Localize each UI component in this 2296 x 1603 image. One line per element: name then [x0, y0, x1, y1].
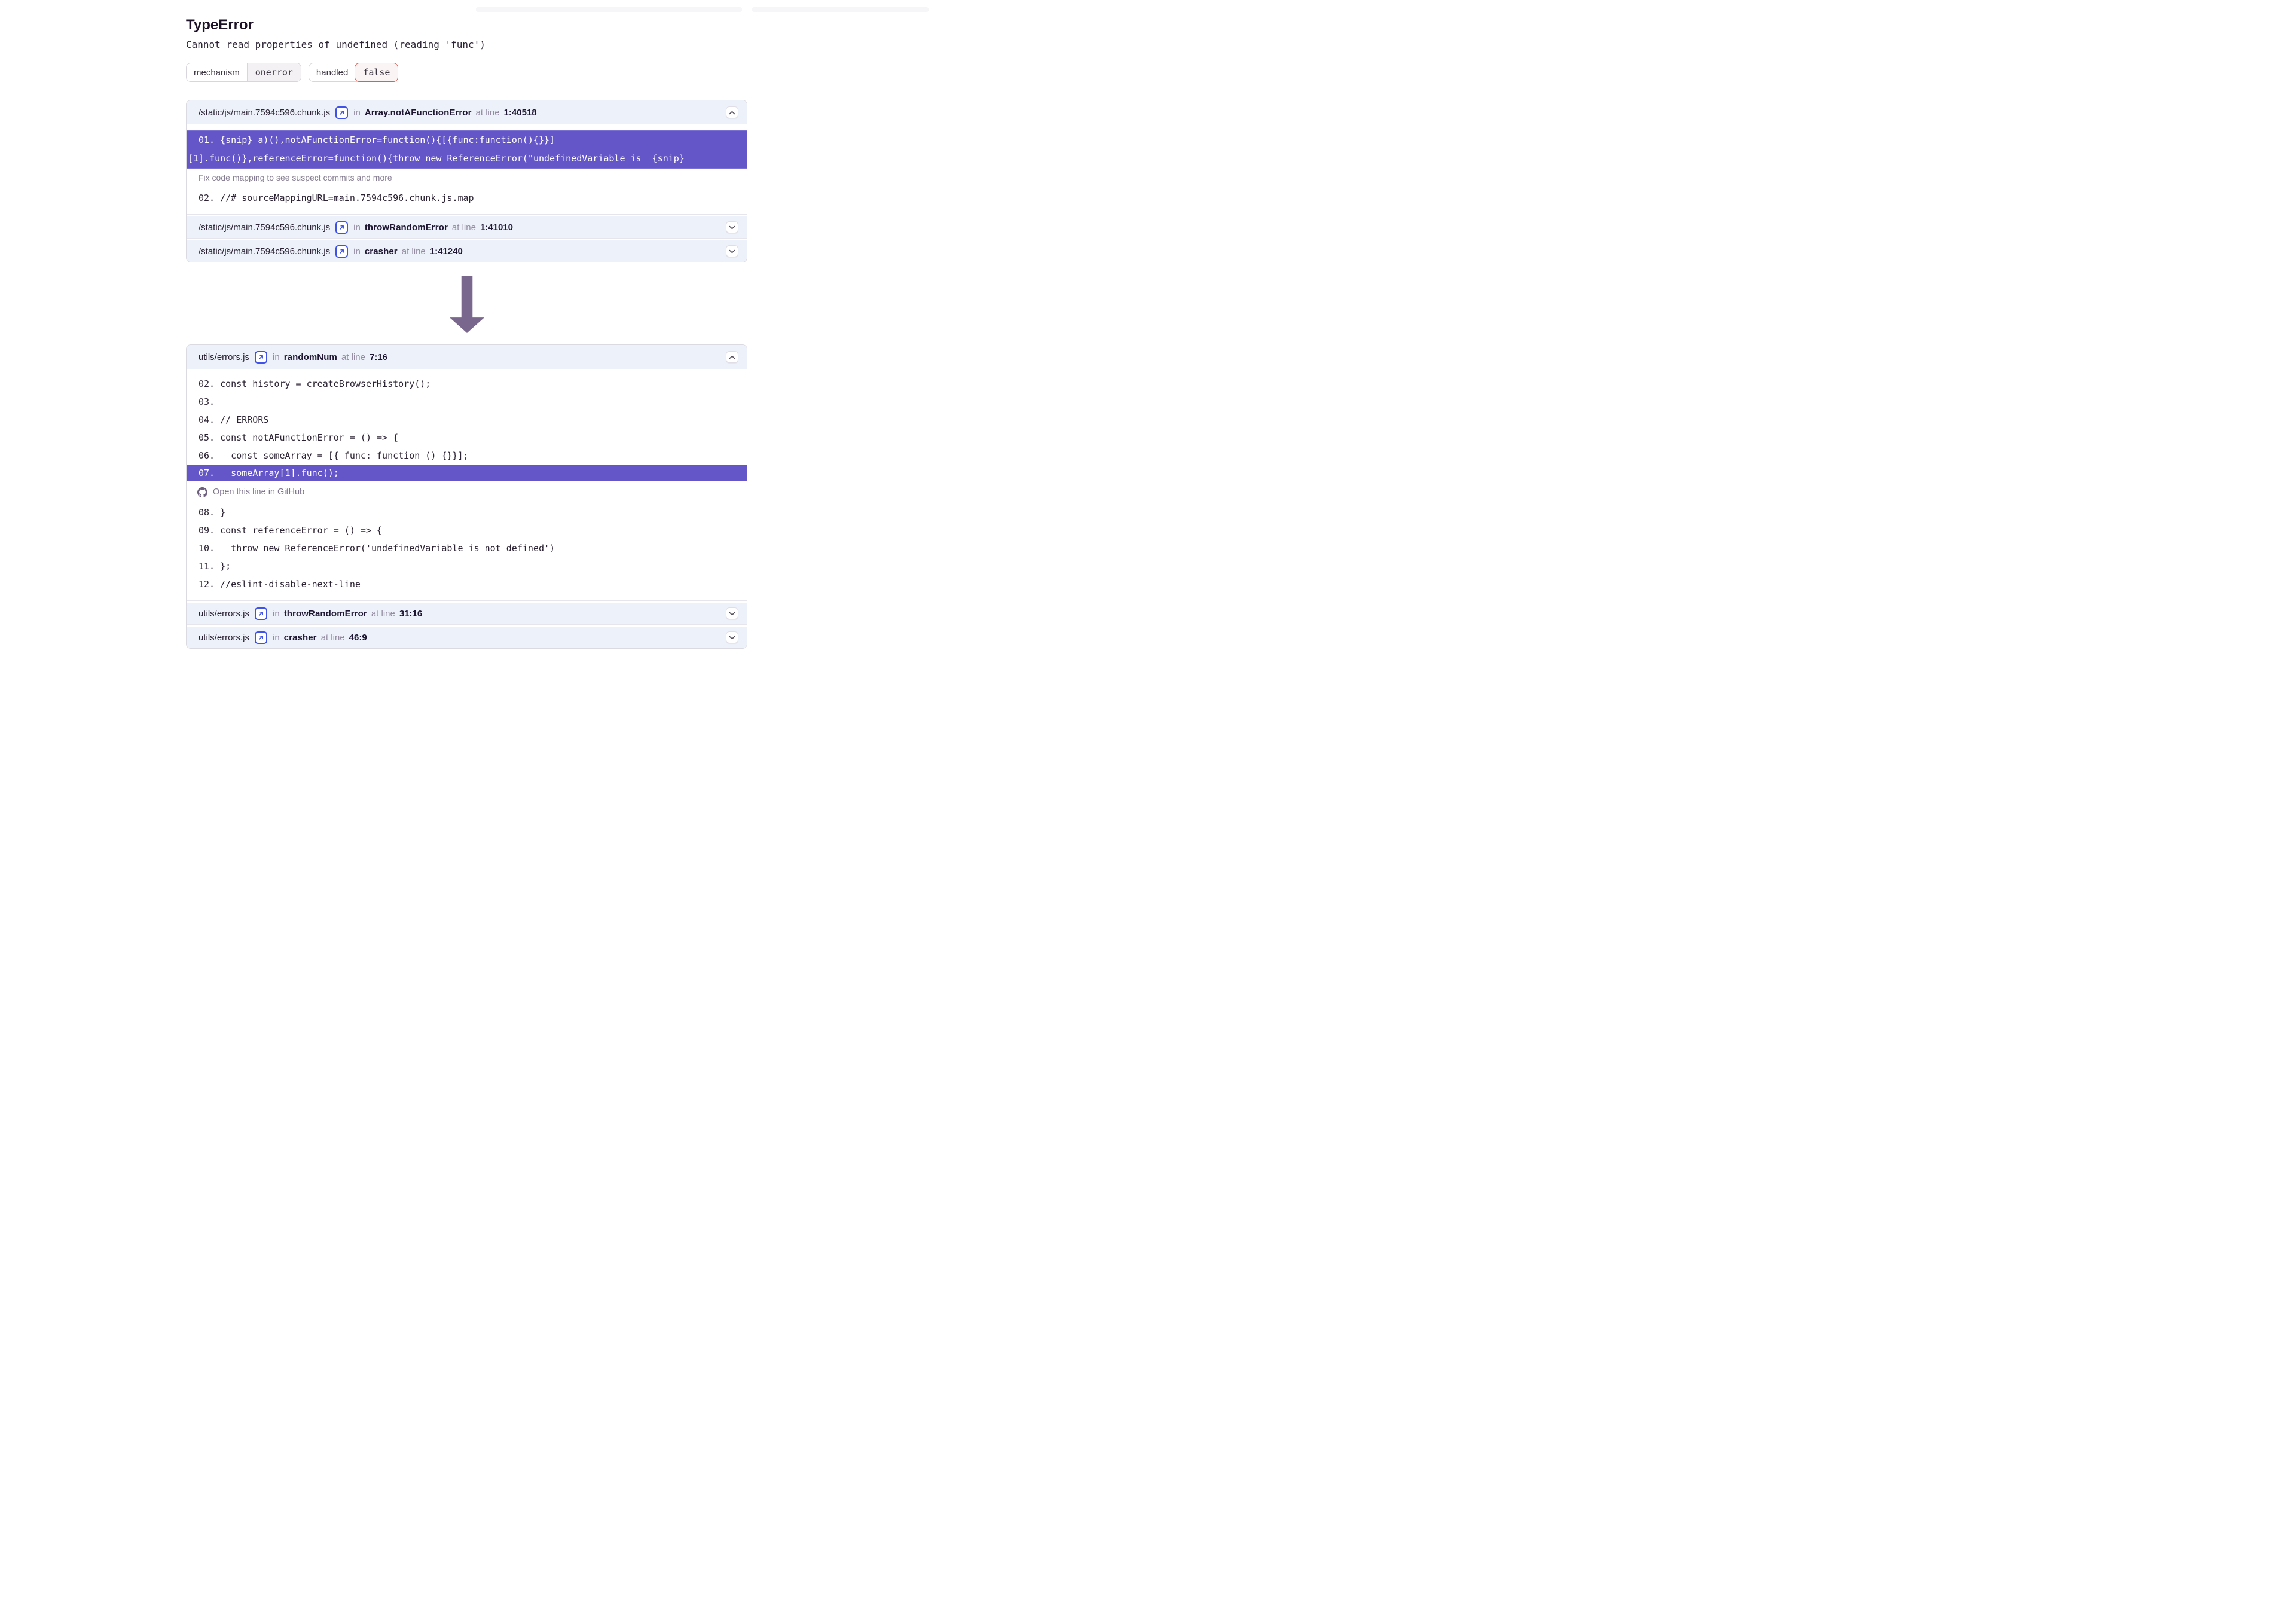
minified-stack-panel: /static/js/main.7594c596.chunk.js in Arr…: [186, 100, 747, 262]
frame-line-number: 31:16: [399, 608, 423, 619]
stack-frame-collapsed[interactable]: utils/errors.js in crasher at line 46:9: [187, 627, 747, 648]
row-separator: [187, 624, 747, 627]
code-line-highlight: 07. someArray[1].func();: [199, 468, 339, 478]
frame-in-label: in: [353, 222, 361, 233]
stack-frame-header[interactable]: utils/errors.js in randomNum at line 7:1…: [187, 345, 747, 369]
external-link-icon[interactable]: [255, 631, 268, 644]
page-title: TypeError: [186, 17, 254, 33]
row-separator: [187, 238, 747, 240]
stack-frame-collapsed[interactable]: utils/errors.js in throwRandomError at l…: [187, 603, 747, 624]
tag-handled[interactable]: handled false: [308, 63, 399, 82]
stack-frame-collapsed[interactable]: /static/js/main.7594c596.chunk.js in cra…: [187, 240, 747, 262]
stack-frame-collapsed[interactable]: /static/js/main.7594c596.chunk.js in thr…: [187, 216, 747, 238]
expand-frame-button[interactable]: [726, 245, 738, 257]
frame-function: crasher: [283, 632, 317, 643]
tags-row: mechanism onerror handled false: [186, 63, 747, 82]
open-in-github-label: Open this line in GitHub: [213, 487, 305, 497]
expand-frame-button[interactable]: [726, 607, 738, 619]
collapse-frame-button[interactable]: [726, 351, 738, 363]
fix-code-mapping-link[interactable]: Fix code mapping to see suspect commits …: [187, 169, 747, 187]
frame-path: utils/errors.js: [199, 608, 250, 619]
tag-value-error: false: [355, 63, 399, 82]
minified-code-context: 01. {snip} a)(),notAFunctionError=functi…: [187, 130, 747, 214]
source-stack-panel: utils/errors.js in randomNum at line 7:1…: [186, 344, 747, 649]
frame-line-number: 1:41240: [429, 246, 463, 257]
frame-function: crasher: [364, 246, 398, 257]
row-separator: [187, 214, 747, 216]
frame-in-label: in: [273, 352, 280, 362]
frame-path: utils/errors.js: [199, 352, 250, 362]
frame-atline-label: at line: [320, 632, 345, 643]
code-line: 02. const history = createBrowserHistory…: [199, 378, 431, 389]
code-line-highlight: 01. {snip} a)(),notAFunctionError=functi…: [199, 135, 555, 145]
frame-line-number: 1:41010: [480, 222, 514, 233]
external-link-icon[interactable]: [335, 221, 349, 234]
frame-line-number: 7:16: [369, 352, 388, 362]
code-line: 10. throw new ReferenceError('undefinedV…: [199, 543, 555, 554]
frame-in-label: in: [353, 107, 361, 118]
code-line: 08. }: [199, 507, 226, 518]
error-detail-section: TypeError Cannot read properties of unde…: [186, 0, 747, 649]
code-line: 04. // ERRORS: [199, 414, 269, 425]
tag-mechanism[interactable]: mechanism onerror: [186, 63, 301, 82]
external-link-icon[interactable]: [255, 350, 268, 364]
external-link-icon[interactable]: [335, 106, 349, 119]
frame-in-label: in: [273, 608, 280, 619]
frame-atline-label: at line: [475, 107, 500, 118]
frame-atline-label: at line: [371, 608, 395, 619]
github-icon: [197, 487, 207, 497]
expand-frame-button[interactable]: [726, 631, 738, 643]
frame-path: /static/js/main.7594c596.chunk.js: [199, 107, 331, 118]
frame-function: randomNum: [283, 352, 337, 362]
frame-path: /static/js/main.7594c596.chunk.js: [199, 246, 331, 257]
external-link-icon[interactable]: [255, 607, 268, 620]
code-line-highlight-wrap: [1].func()},referenceError=function(){th…: [188, 153, 685, 164]
frame-function: Array.notAFunctionError: [364, 107, 472, 118]
frame-path: utils/errors.js: [199, 632, 250, 643]
sourcemap-applied-arrow-icon: [450, 276, 484, 333]
frame-in-label: in: [273, 632, 280, 643]
frame-path: /static/js/main.7594c596.chunk.js: [199, 222, 331, 233]
open-in-github-link[interactable]: Open this line in GitHub: [187, 481, 747, 503]
frame-atline-label: at line: [341, 352, 365, 362]
frame-line-number: 1:40518: [503, 107, 537, 118]
row-separator: [187, 600, 747, 603]
code-line: 09. const referenceError = () => {: [199, 525, 383, 536]
source-code-context: 02. const history = createBrowserHistory…: [187, 369, 747, 600]
frame-in-label: in: [353, 246, 361, 257]
page: TypeError Cannot read properties of unde…: [0, 0, 938, 655]
frame-function: throwRandomError: [283, 608, 367, 619]
code-line: 11. };: [199, 561, 231, 572]
code-line: 06. const someArray = [{ func: function …: [199, 450, 469, 461]
stack-frame-header[interactable]: /static/js/main.7594c596.chunk.js in Arr…: [187, 100, 747, 124]
frame-line-number: 46:9: [349, 632, 367, 643]
code-line: 05. const notAFunctionError = () => {: [199, 432, 399, 443]
tag-key: handled: [309, 63, 356, 81]
tag-key: mechanism: [187, 63, 247, 81]
code-line: 12. //eslint-disable-next-line: [199, 579, 361, 590]
highlighted-context-line: 01. {snip} a)(),notAFunctionError=functi…: [187, 130, 747, 169]
expand-frame-button[interactable]: [726, 221, 738, 233]
code-line: 02. //# sourceMappingURL=main.7594c596.c…: [199, 193, 474, 203]
tag-value: onerror: [246, 63, 301, 81]
external-link-icon[interactable]: [335, 245, 349, 258]
cutoff-pill: [752, 7, 929, 12]
highlighted-context-line: 07. someArray[1].func();: [187, 465, 747, 481]
error-message: Cannot read properties of undefined (rea…: [186, 39, 486, 50]
frame-function: throwRandomError: [364, 222, 448, 233]
cutoff-pill: [476, 7, 742, 12]
frame-atline-label: at line: [401, 246, 426, 257]
code-line: 03.: [199, 396, 215, 407]
frame-atline-label: at line: [451, 222, 476, 233]
collapse-frame-button[interactable]: [726, 106, 738, 118]
